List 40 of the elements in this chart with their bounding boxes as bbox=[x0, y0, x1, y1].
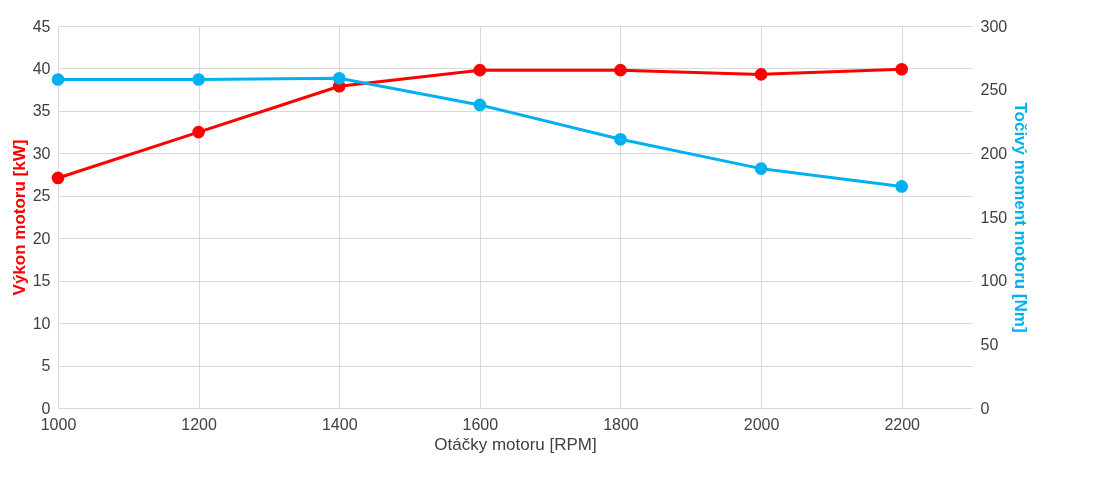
y-tick-label: 35 bbox=[32, 102, 51, 120]
x-axis-title: Otáčky motoru [RPM] bbox=[434, 434, 597, 454]
point bbox=[754, 68, 768, 81]
y-tick-label: 45 bbox=[32, 17, 51, 35]
x-tick-label: 1600 bbox=[462, 415, 499, 433]
y-tick-label: 0 bbox=[41, 399, 51, 417]
y-tick-label: 10 bbox=[32, 314, 51, 332]
y-tick-label: 25 bbox=[32, 187, 51, 205]
point bbox=[895, 62, 909, 76]
x-tick-label: 1800 bbox=[603, 415, 639, 433]
y-tick-label: 30 bbox=[32, 144, 51, 162]
point bbox=[754, 162, 768, 175]
point bbox=[473, 98, 487, 112]
y2-tick-label: 0 bbox=[980, 399, 990, 417]
y-tick-label: 40 bbox=[32, 59, 51, 77]
x-tick-label: 1000 bbox=[40, 415, 77, 433]
x-tick-label: 1400 bbox=[321, 415, 358, 433]
y-tick-label: 20 bbox=[32, 229, 51, 247]
point bbox=[192, 73, 205, 86]
point bbox=[614, 133, 627, 146]
y2-tick-label: 100 bbox=[980, 272, 1008, 290]
point bbox=[332, 71, 346, 85]
y-tick-label: 15 bbox=[32, 272, 51, 290]
y-axis-title: Výkon motoru [kW] bbox=[9, 139, 29, 296]
x-tick-label: 1200 bbox=[181, 415, 218, 433]
x-tick-label: 2000 bbox=[743, 415, 780, 433]
y2-axis-title: Točivý moment motoru [Nm] bbox=[1011, 102, 1031, 333]
point bbox=[51, 171, 65, 185]
point bbox=[614, 63, 627, 77]
y2-tick-label: 300 bbox=[980, 17, 1008, 35]
y2-tick-label: 200 bbox=[980, 144, 1008, 162]
y2-tick-label: 50 bbox=[980, 335, 999, 353]
x-tick-label: 2200 bbox=[884, 415, 921, 433]
point bbox=[51, 73, 65, 86]
point bbox=[473, 63, 487, 77]
y-tick-label: 5 bbox=[41, 357, 51, 375]
y2-tick-label: 150 bbox=[980, 208, 1008, 226]
point bbox=[895, 180, 909, 193]
y2-tick-label: 250 bbox=[980, 81, 1008, 99]
point bbox=[192, 125, 205, 139]
